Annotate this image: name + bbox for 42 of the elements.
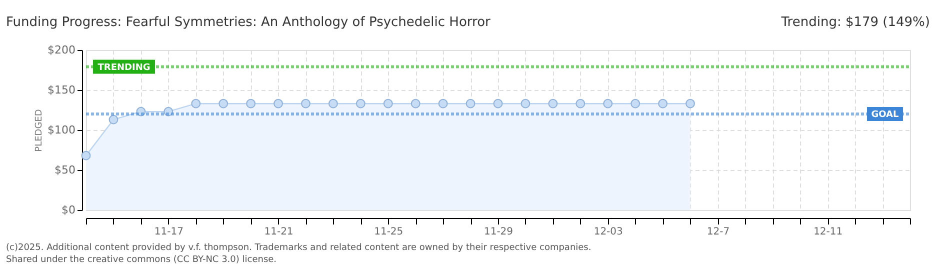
chart-title: Funding Progress: Fearful Symmetries: An Anthology of Psychedelic Horror [6,15,492,30]
point [383,98,393,108]
point [603,98,613,108]
point [356,98,366,108]
point [301,98,310,108]
x-tick-label: 11-29 [484,226,514,238]
text: Shared under the creative commons (CC BY-NC 3.0) license. [6,255,277,265]
point [218,98,228,108]
y-axis-title: PLEDGED [34,109,45,152]
point [658,98,668,108]
point [246,98,256,108]
point [686,98,695,108]
point [328,98,338,108]
point [191,98,201,108]
point [136,106,146,116]
x-tick-label: 11-21 [264,226,294,238]
y-tick-label: $100 [48,124,76,136]
point [548,98,558,108]
x-tick-label: 12-03 [594,226,623,238]
point [438,98,448,108]
point [576,98,586,108]
y-tick-label: $200 [48,44,76,56]
y-tick-label: $150 [48,84,76,96]
point [108,114,118,124]
ref-line-label: TRENDING [98,62,150,73]
chart-subtitle: Trending: $179 (149%) [780,15,930,30]
point [274,98,283,108]
point [410,98,420,108]
x-tick-label: 12-7 [706,226,730,238]
point [630,98,640,108]
point [520,98,530,108]
ref-line-label: GOAL [871,110,900,120]
text: (c)2025. Additional content provided by v.f. thompson. Trademarks and related content are owned by their respective companies. [6,243,592,253]
y-tick-label: $50 [54,164,76,176]
y-tick-label: $0 [62,204,76,216]
x-tick-label: 11-17 [154,226,184,238]
point [81,150,91,160]
x-tick-label: 11-25 [374,226,404,238]
x-tick-label: 12-11 [814,226,843,238]
point [164,106,174,116]
point [493,98,503,108]
point [466,98,476,108]
